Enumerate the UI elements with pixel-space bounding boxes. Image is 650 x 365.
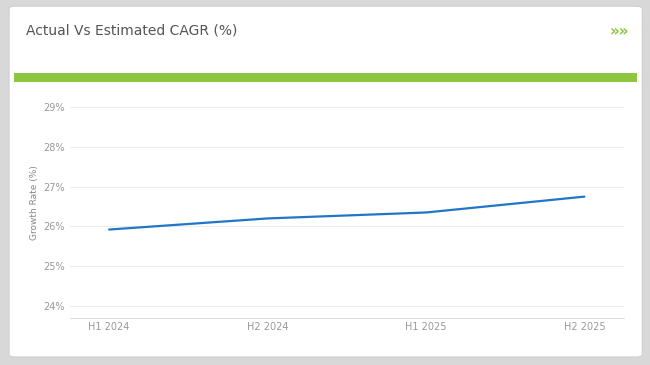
Bar xyxy=(14,73,637,82)
FancyBboxPatch shape xyxy=(9,6,642,357)
Text: »»: »» xyxy=(610,24,629,39)
Y-axis label: Growth Rate (%): Growth Rate (%) xyxy=(30,165,39,240)
Text: Actual Vs Estimated CAGR (%): Actual Vs Estimated CAGR (%) xyxy=(26,24,237,38)
